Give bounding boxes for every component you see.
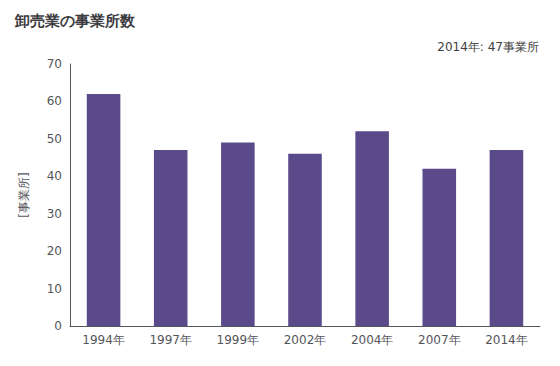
svg-text:2002年: 2002年	[284, 333, 327, 347]
svg-text:2004年: 2004年	[351, 333, 394, 347]
svg-text:40: 40	[47, 169, 62, 183]
svg-text:50: 50	[47, 132, 62, 146]
svg-text:30: 30	[47, 207, 62, 221]
svg-text:20: 20	[47, 244, 62, 258]
svg-text:2014年: 47事業所: 2014年: 47事業所	[437, 40, 539, 54]
svg-text:0: 0	[54, 319, 62, 333]
svg-text:1997年: 1997年	[149, 333, 192, 347]
svg-text:2007年: 2007年	[418, 333, 461, 347]
svg-text:60: 60	[47, 94, 62, 108]
svg-text:10: 10	[47, 282, 62, 296]
svg-text:2014年: 2014年	[485, 333, 528, 347]
svg-text:1999年: 1999年	[217, 333, 260, 347]
svg-text:卸売業の事業所数: 卸売業の事業所数	[14, 12, 136, 30]
svg-text:[事業所]: [事業所]	[17, 172, 31, 217]
svg-text:1994年: 1994年	[82, 333, 125, 347]
svg-text:70: 70	[47, 57, 62, 71]
